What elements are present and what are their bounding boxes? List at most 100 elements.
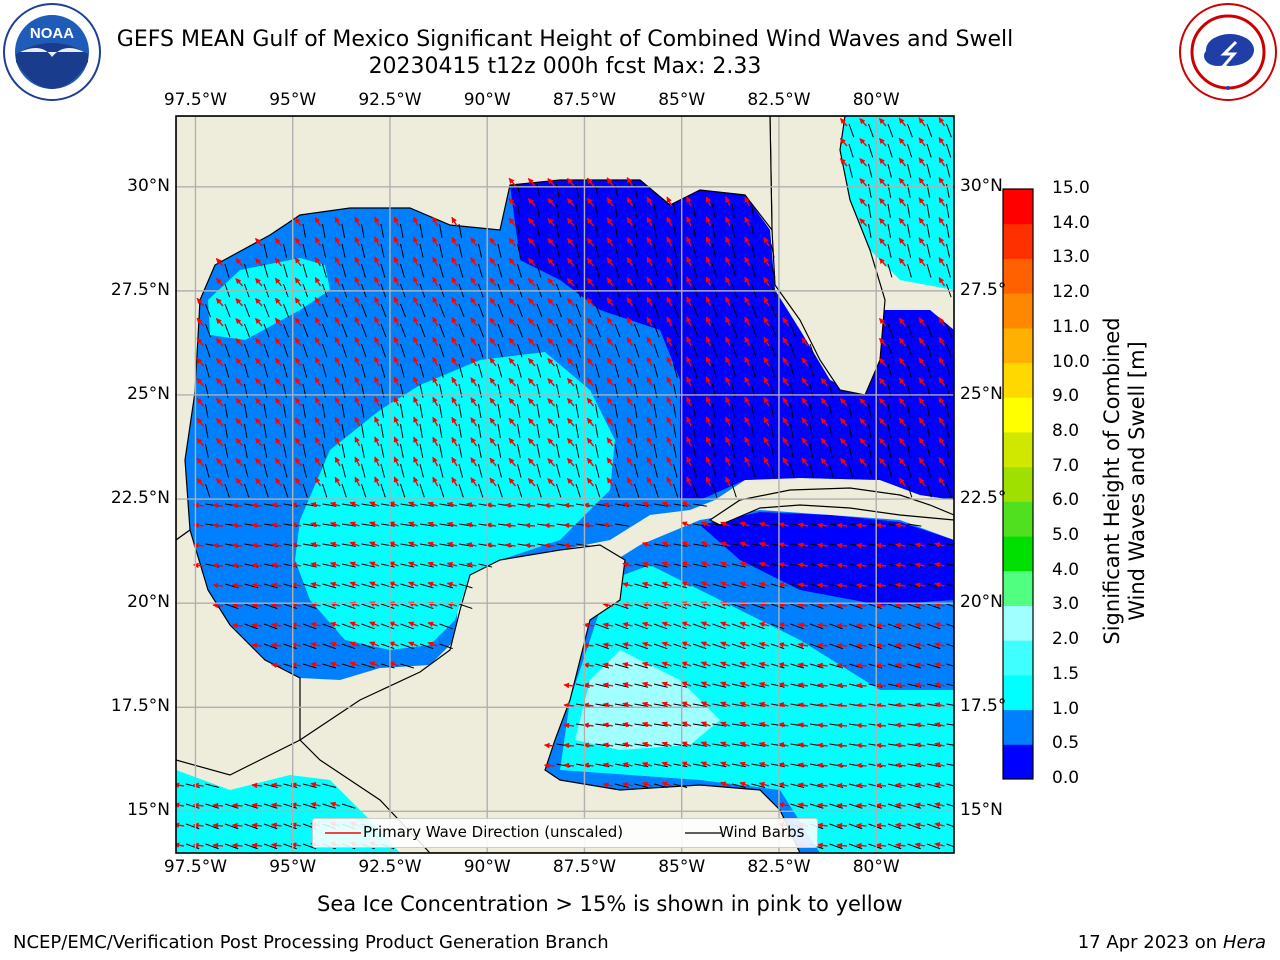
wind-barb (887, 203, 891, 218)
wave-direction-arrow (720, 581, 731, 587)
wave-direction-arrow (314, 257, 322, 267)
wind-barb (868, 423, 872, 438)
wind-barb (692, 483, 698, 498)
wave-direction-arrow (251, 542, 263, 549)
wave-direction-arrow (274, 277, 283, 287)
wave-direction-arrow (274, 437, 283, 447)
wave-direction-arrow (446, 541, 458, 548)
wave-direction-arrow (725, 376, 731, 387)
lat-tick-right: 30°N (960, 175, 1003, 196)
wind-barb (244, 423, 248, 438)
wind-barb (419, 463, 425, 478)
wind-barb (439, 303, 446, 318)
wave-direction-arrow (878, 257, 887, 267)
wind-barb (517, 463, 522, 478)
wind-barb (497, 363, 503, 378)
wind-barb (400, 363, 405, 378)
wave-direction-arrow (543, 522, 555, 529)
wave-direction-arrow (661, 581, 672, 587)
wind-barb (575, 203, 579, 218)
wind-barb (829, 443, 833, 458)
wind-barb (361, 263, 366, 278)
wave-direction-arrow (646, 216, 653, 227)
wave-direction-arrow (914, 542, 926, 548)
footer-date: 17 Apr 2023 on Hera (1078, 932, 1266, 953)
wind-barb (946, 203, 950, 218)
wave-direction-arrow (855, 742, 867, 749)
chart-subtitle: 20230415 t12z 000h fcst Max: 2.33 (368, 54, 762, 79)
wave-direction-arrow (547, 338, 556, 347)
wind-barb (712, 423, 716, 438)
wave-direction-arrow (725, 216, 731, 227)
wave-direction-arrow (547, 478, 556, 487)
wave-direction-arrow (254, 437, 263, 447)
wave-direction-arrow (938, 317, 946, 327)
wind-barb (400, 583, 415, 589)
wave-direction-arrow (938, 237, 946, 247)
wind-barb (283, 603, 297, 609)
wave-direction-arrow (583, 502, 594, 509)
lat-tick-right: 15°N (960, 800, 1003, 821)
wave-direction-arrow (855, 582, 867, 589)
wave-direction-arrow (725, 416, 731, 427)
wave-direction-arrow (393, 296, 400, 307)
wave-direction-arrow (215, 398, 224, 407)
wave-legend-label: Primary Wave Direction (unscaled) (363, 823, 624, 841)
wave-direction-arrow (586, 377, 595, 387)
wind-barb (439, 483, 445, 498)
wave-direction-arrow (686, 196, 692, 207)
wave-direction-arrow (212, 602, 224, 609)
wind-barb (361, 323, 367, 338)
wave-direction-arrow (310, 502, 321, 508)
wave-direction-arrow (451, 416, 458, 427)
wind-barb (634, 303, 641, 318)
wind-barb (458, 343, 464, 358)
wind-barb (419, 343, 425, 358)
wind-barb (751, 403, 755, 418)
wind-barb (244, 363, 249, 378)
wave-direction-arrow (763, 276, 770, 287)
wave-direction-arrow (725, 436, 731, 447)
wave-direction-arrow (859, 418, 868, 427)
wind-barb (439, 223, 443, 238)
colorbar-swatch (1003, 501, 1033, 537)
wind-barb (731, 303, 738, 318)
wave-direction-arrow (686, 276, 692, 287)
wind-barb (907, 463, 912, 478)
wind-barb (887, 443, 892, 458)
wave-direction-arrow (918, 377, 926, 387)
wave-direction-arrow (763, 336, 770, 347)
wave-direction-arrow (744, 256, 751, 267)
wave-direction-arrow (878, 177, 887, 187)
wave-direction-arrow (408, 521, 419, 527)
wind-barb (205, 483, 211, 498)
wind-barb (361, 223, 365, 238)
wind-barb (263, 483, 269, 498)
wind-barb (653, 403, 657, 418)
wave-direction-arrow (602, 502, 614, 508)
wave-direction-arrow (231, 542, 243, 549)
wave-direction-arrow (914, 562, 926, 568)
wave-direction-arrow (470, 297, 478, 307)
wave-direction-arrow (855, 802, 867, 809)
wind-barb (770, 463, 776, 478)
wave-direction-arrow (413, 456, 419, 467)
wave-direction-arrow (666, 476, 673, 487)
wind-barb (926, 483, 932, 498)
wave-direction-arrow (231, 582, 243, 589)
wave-direction-arrow (251, 582, 263, 589)
wave-direction-arrow (374, 456, 380, 467)
wind-barb (809, 403, 813, 418)
wave-direction-arrow (725, 336, 731, 347)
wind-barb (205, 423, 209, 438)
wave-direction-arrow (369, 521, 380, 527)
wind-barb (731, 463, 737, 478)
wave-direction-arrow (354, 316, 361, 327)
colorbar-swatch (1003, 536, 1033, 572)
wave-direction-arrow (432, 476, 439, 487)
wind-barb (868, 463, 873, 478)
wind-barb (478, 243, 483, 258)
wind-barb (790, 343, 796, 358)
wind-barb (848, 163, 853, 178)
wave-direction-arrow (254, 257, 263, 267)
